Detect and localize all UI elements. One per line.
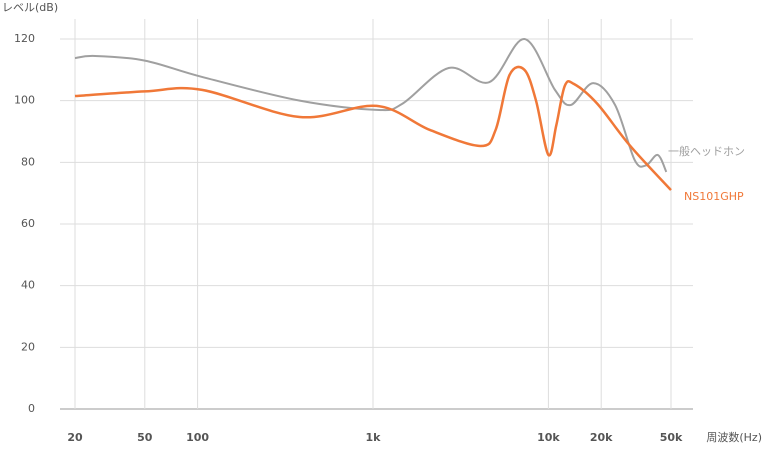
y-tick-label: 60 bbox=[21, 217, 35, 230]
y-axis-label: レベル(dB) bbox=[2, 1, 58, 14]
y-tick-label: 0 bbox=[28, 402, 35, 415]
legend-label: 一般ヘッドホン bbox=[668, 145, 745, 158]
y-tick-label: 20 bbox=[21, 340, 35, 353]
y-tick-label: 40 bbox=[21, 279, 35, 292]
x-tick-label: 100 bbox=[186, 431, 209, 444]
x-axis-label: 周波数(Hz) bbox=[706, 431, 762, 444]
y-tick-label: 120 bbox=[14, 32, 35, 45]
x-tick-label: 10k bbox=[537, 431, 560, 444]
x-tick-label: 20k bbox=[590, 431, 613, 444]
x-tick-label: 50k bbox=[660, 431, 683, 444]
x-tick-label: 50 bbox=[137, 431, 153, 444]
x-tick-label: 20 bbox=[67, 431, 83, 444]
line-series bbox=[74, 65, 672, 191]
y-tick-label: 100 bbox=[14, 94, 35, 107]
x-tick-label: 1k bbox=[366, 431, 382, 444]
legend-label: NS101GHP bbox=[684, 190, 744, 203]
y-tick-label: 80 bbox=[21, 155, 35, 168]
line-series bbox=[74, 38, 668, 173]
